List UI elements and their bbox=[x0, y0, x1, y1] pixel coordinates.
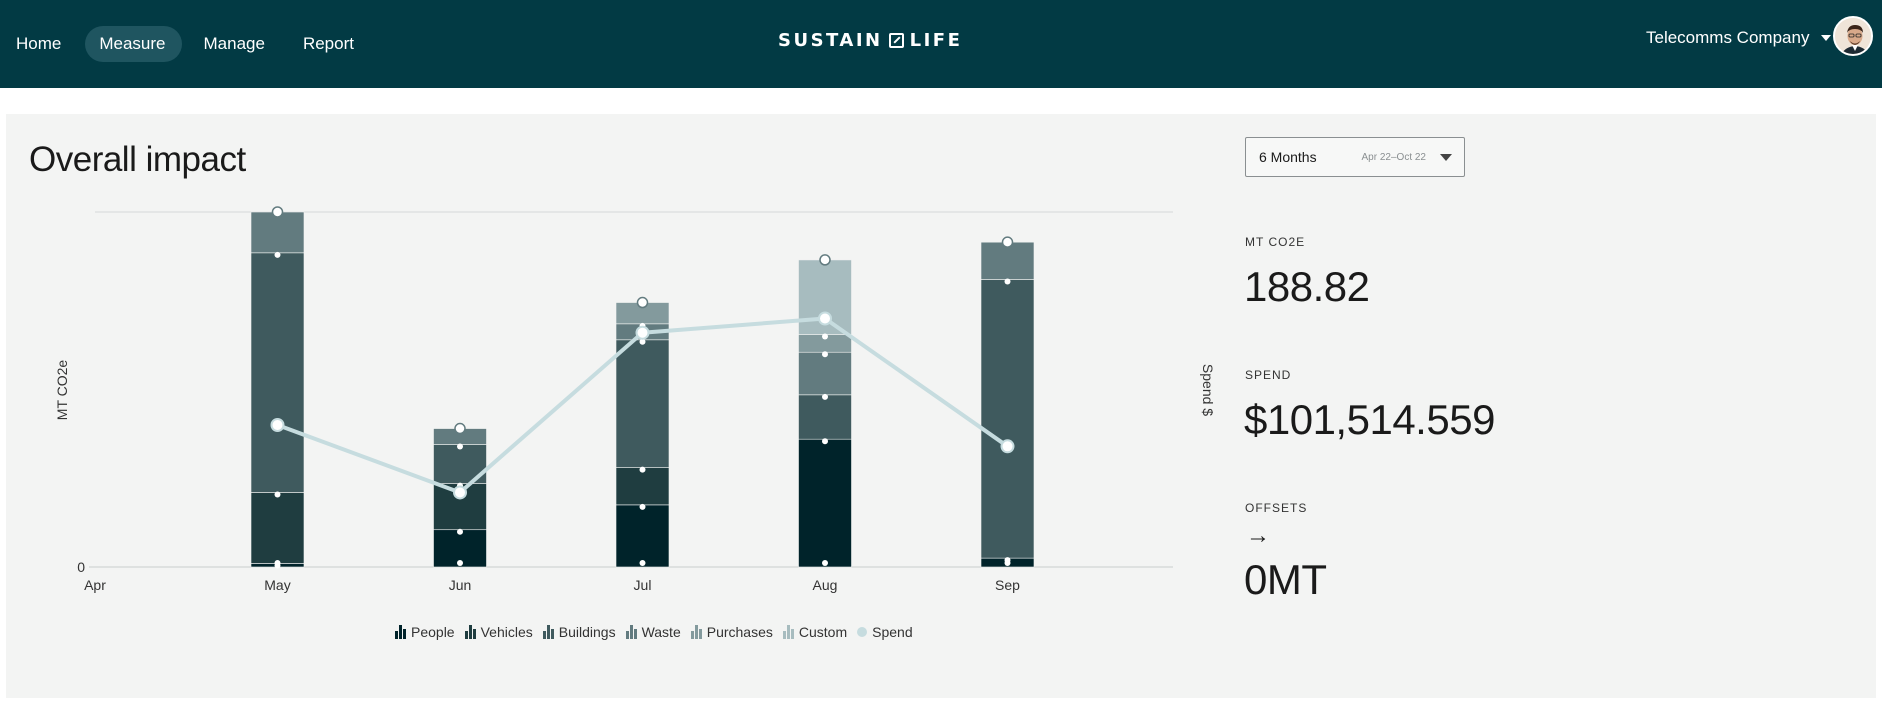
bar-chart-icon bbox=[625, 625, 638, 639]
y-axis-label: MT CO2e bbox=[54, 360, 70, 421]
logo-text-right: LIFE bbox=[909, 30, 963, 51]
main-nav: Home Measure Manage Report bbox=[0, 0, 378, 88]
bar-segment-people[interactable] bbox=[615, 504, 670, 568]
page-title: Overall impact bbox=[29, 140, 246, 179]
legend-item-custom[interactable]: Custom bbox=[782, 624, 848, 640]
legend-item-people[interactable]: People bbox=[395, 624, 455, 640]
offsets-stat-value: 0MT bbox=[1244, 556, 1327, 603]
nav-manage[interactable]: Manage bbox=[203, 34, 265, 53]
x-tick-label: May bbox=[264, 577, 290, 593]
bar-segment-buildings[interactable] bbox=[798, 394, 852, 440]
segment-marker bbox=[639, 466, 646, 473]
chevron-down-icon bbox=[1821, 35, 1832, 41]
x-tick-label: Aug bbox=[813, 577, 838, 593]
bar-base-marker bbox=[822, 560, 828, 566]
arrow-right-icon[interactable]: → bbox=[1246, 522, 1270, 549]
bar-chart-icon bbox=[542, 625, 555, 639]
top-navigation-bar: Home Measure Manage Report SUSTAIN LIFE … bbox=[0, 0, 1882, 88]
impact-chart: 0 MT CO2e Spend $ Apr May Jun Jul Aug Sep bbox=[54, 206, 1216, 593]
segment-marker bbox=[639, 338, 646, 345]
legend-label: Vehicles bbox=[480, 624, 533, 640]
nav-report[interactable]: Report bbox=[302, 34, 354, 53]
segment-marker bbox=[822, 438, 828, 445]
content-panel bbox=[6, 114, 1876, 698]
bar-chart-icon bbox=[395, 625, 407, 639]
bar-segment-buildings[interactable] bbox=[615, 339, 670, 468]
logo-text-left: SUSTAIN bbox=[778, 30, 883, 51]
x-tick-label: Apr bbox=[84, 577, 106, 593]
legend-label: Purchases bbox=[706, 624, 773, 640]
legend-label: People bbox=[411, 624, 455, 640]
bar-segment-buildings[interactable] bbox=[250, 252, 305, 493]
bar-segment-people[interactable] bbox=[798, 438, 852, 568]
bar-segment-vehicles[interactable] bbox=[615, 467, 670, 506]
legend-item-spend[interactable]: Spend bbox=[857, 624, 913, 640]
spend-point[interactable] bbox=[818, 311, 832, 326]
bar-chart-icon bbox=[782, 625, 795, 639]
spend-point[interactable] bbox=[635, 325, 650, 340]
bar-total-marker[interactable] bbox=[636, 296, 649, 309]
company-name: Telecomms Company bbox=[1646, 28, 1810, 47]
spend-stat-value: $101,514.559 bbox=[1244, 396, 1495, 443]
legend-label: Spend bbox=[872, 624, 913, 640]
sustain-life-logo[interactable]: SUSTAIN LIFE bbox=[778, 30, 962, 51]
bar-chart-icon bbox=[690, 625, 703, 639]
legend-item-buildings[interactable]: Buildings bbox=[542, 624, 616, 640]
segment-marker bbox=[822, 351, 828, 358]
range-select-dates: Apr 22–Oct 22 bbox=[1361, 151, 1426, 163]
user-avatar-icon bbox=[1835, 18, 1871, 54]
spend-point[interactable] bbox=[453, 485, 467, 500]
segment-marker bbox=[457, 443, 463, 450]
chart-legend: People Vehicles Buildings Waste Purchases Cus… bbox=[395, 624, 923, 640]
chevron-down-icon bbox=[1440, 153, 1452, 161]
y-tick-label: 0 bbox=[77, 559, 85, 575]
logo-mark-icon bbox=[888, 33, 904, 48]
bar-total-marker[interactable] bbox=[819, 254, 831, 266]
segment-marker bbox=[822, 333, 828, 340]
segment-marker bbox=[457, 528, 463, 535]
legend-item-purchases[interactable]: Purchases bbox=[690, 624, 773, 640]
bar-base-marker bbox=[639, 560, 646, 566]
avatar[interactable] bbox=[1833, 16, 1873, 56]
legend-label: Buildings bbox=[558, 624, 616, 640]
segment-marker bbox=[274, 251, 281, 258]
range-select-value: 6 Months bbox=[1259, 149, 1317, 165]
segment-marker bbox=[1004, 278, 1011, 285]
bar-base-marker bbox=[457, 560, 463, 566]
legend-item-vehicles[interactable]: Vehicles bbox=[464, 624, 533, 640]
spend-stat-label: SPEND bbox=[1245, 368, 1292, 382]
segment-marker bbox=[822, 393, 828, 400]
nav-home[interactable]: Home bbox=[16, 34, 62, 53]
bar-segment-waste[interactable] bbox=[250, 211, 305, 254]
x-tick-label: Sep bbox=[995, 577, 1020, 593]
legend-label: Custom bbox=[798, 624, 848, 640]
co2-stat-value: 188.82 bbox=[1244, 263, 1370, 310]
bar-segment-waste[interactable] bbox=[980, 241, 1035, 280]
co2-stat-label: MT CO2E bbox=[1245, 235, 1306, 249]
bar-segment-vehicles[interactable] bbox=[250, 492, 305, 564]
spend-point[interactable] bbox=[1000, 439, 1015, 454]
legend-label: Waste bbox=[641, 624, 681, 640]
bar-total-marker[interactable] bbox=[454, 422, 466, 435]
time-range-select[interactable]: 6 Months Apr 22–Oct 22 bbox=[1245, 137, 1465, 177]
company-switcher[interactable]: Telecomms Company bbox=[1646, 28, 1832, 48]
x-tick-label: Jun bbox=[449, 577, 472, 593]
offsets-stat-label: OFFSETS bbox=[1245, 501, 1308, 515]
bar-segment-waste[interactable] bbox=[798, 351, 852, 396]
segment-marker bbox=[1004, 557, 1011, 564]
segment-marker bbox=[274, 491, 281, 498]
y2-axis-label: Spend $ bbox=[1200, 364, 1216, 416]
nav-measure[interactable]: Measure bbox=[85, 26, 182, 62]
x-tick-label: Jul bbox=[634, 577, 652, 593]
segment-marker bbox=[274, 562, 281, 569]
bar-chart-icon bbox=[464, 625, 477, 639]
bar-total-marker[interactable] bbox=[271, 206, 284, 218]
bar-total-marker[interactable] bbox=[1001, 236, 1014, 248]
segment-marker bbox=[639, 503, 646, 510]
legend-item-waste[interactable]: Waste bbox=[625, 624, 681, 640]
dot-icon bbox=[857, 627, 868, 637]
spend-point[interactable] bbox=[270, 418, 285, 432]
bar-segment-buildings[interactable] bbox=[980, 279, 1035, 559]
